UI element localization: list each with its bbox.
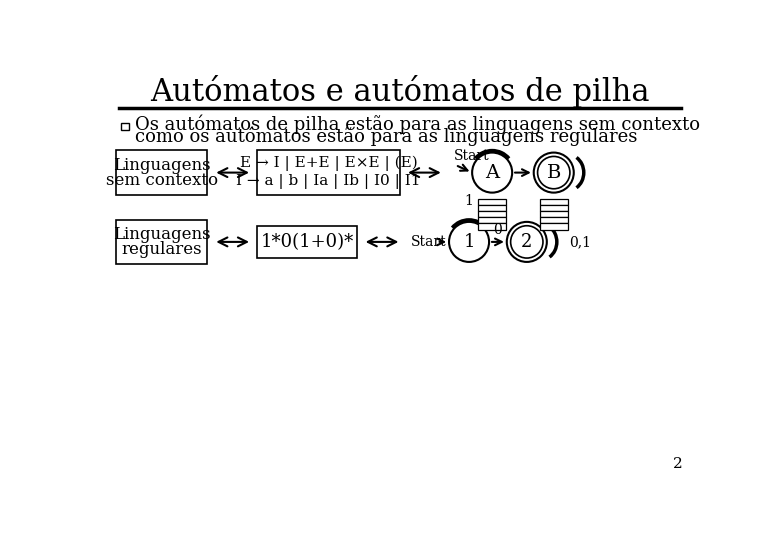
Text: Linguagens: Linguagens	[113, 157, 211, 174]
Text: sem contexto: sem contexto	[106, 172, 218, 189]
Text: B: B	[547, 164, 561, 181]
Bar	[257, 150, 399, 195]
Text: 0: 0	[494, 223, 502, 237]
FancyBboxPatch shape	[121, 123, 129, 130]
Text: 1: 1	[465, 194, 473, 208]
Bar	[478, 199, 506, 205]
Bar	[478, 205, 506, 211]
Bar	[116, 220, 207, 264]
Text: como os autómatos estão para as linguagens regulares: como os autómatos estão para as linguage…	[135, 127, 637, 146]
Bar	[540, 217, 568, 224]
Bar	[257, 226, 357, 258]
Text: A: A	[485, 164, 499, 181]
Text: regulares: regulares	[122, 241, 202, 258]
Text: 2: 2	[521, 233, 533, 251]
Bar	[540, 205, 568, 211]
Text: I → a | b | Ia | Ib | I0 | I1: I → a | b | Ia | Ib | I0 | I1	[236, 174, 420, 190]
Bar	[478, 217, 506, 224]
Bar	[540, 199, 568, 205]
Text: 0,1: 0,1	[569, 235, 590, 249]
Bar	[540, 224, 568, 230]
Text: Os autómatos de pilha estão para as linguagens sem contexto: Os autómatos de pilha estão para as ling…	[135, 114, 700, 134]
Text: Linguagens: Linguagens	[113, 226, 211, 244]
Text: Autómatos e autómatos de pilha: Autómatos e autómatos de pilha	[150, 75, 650, 108]
Text: 1*0(1+0)*: 1*0(1+0)*	[261, 233, 354, 251]
Text: 1: 1	[463, 233, 475, 251]
Bar	[478, 211, 506, 217]
Text: Start: Start	[411, 235, 447, 249]
Bar	[116, 150, 207, 195]
Text: E → I | E+E | E×E | (E): E → I | E+E | E×E | (E)	[239, 156, 417, 171]
Bar	[478, 224, 506, 230]
Bar	[540, 211, 568, 217]
Text: 2: 2	[673, 457, 683, 471]
Text: Start: Start	[454, 148, 489, 163]
